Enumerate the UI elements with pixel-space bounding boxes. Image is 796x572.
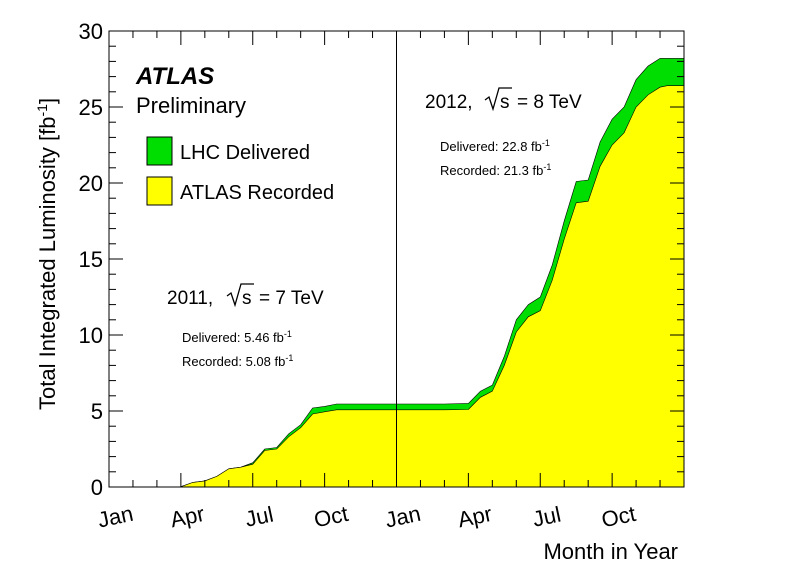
annotation-2011-delivered-text: Delivered: 5.46 fb (182, 330, 284, 345)
y-tick-label: 5 (91, 399, 103, 424)
x-axis-label: Month in Year (543, 539, 678, 564)
legend-label-recorded: ATLAS Recorded (180, 182, 334, 204)
y-tick-label: 10 (79, 323, 103, 348)
annotation-2012-delivered-text: Delivered: 22.8 fb (440, 139, 542, 154)
y-tick-label: 20 (79, 171, 103, 196)
annotation-2011-recorded-text: Recorded: 5.08 fb (182, 354, 285, 369)
annotation-2012-recorded: Recorded: 21.3 fb-1 (440, 162, 551, 178)
x-axis-ticks: Jan Apr Jul Oct Jan Apr Jul Oct (95, 31, 685, 533)
x-tick-label: Apr (455, 501, 494, 533)
legend-swatch-recorded (146, 176, 173, 206)
annotation-2011-delivered: Delivered: 5.46 fb-1 (182, 329, 292, 345)
annotation-2012-sqrt-s: s (500, 92, 510, 113)
atlas-logo: ATLAS (135, 63, 214, 90)
series-areas (109, 58, 685, 488)
sqrt-symbol-2011 (226, 283, 254, 308)
x-tick-label: Jul (243, 502, 276, 532)
x-tick-label: Jul (530, 502, 563, 532)
x-tick-label: Jan (95, 501, 135, 533)
sqrt-symbol-2012 (484, 87, 512, 112)
legend: LHC Delivered ATLAS Recorded (146, 136, 334, 206)
x-tick-label: Jan (383, 501, 423, 533)
y-axis-label-text: Total Integrated Luminosity [fb (35, 117, 60, 411)
annotation-2012-heading-pre: 2012, (425, 92, 473, 113)
legend-swatch-delivered (146, 136, 173, 166)
y-tick-label: 25 (79, 95, 103, 120)
annotation-2011-heading-post: = 7 TeV (259, 288, 324, 309)
annotation-2012-heading-post: = 8 TeV (517, 92, 582, 113)
annotation-2012-delivered-sup: -1 (542, 138, 550, 148)
y-tick-label: 30 (79, 19, 103, 44)
y-axis-label-sup: -1 (34, 104, 50, 117)
y-tick-label: 0 (91, 475, 103, 500)
annotation-2012-delivered: Delivered: 22.8 fb-1 (440, 138, 550, 154)
x-tick-label: Oct (312, 501, 351, 533)
annotation-2011-recorded: Recorded: 5.08 fb-1 (182, 353, 293, 369)
annotation-2011-sqrt-s: s (242, 288, 252, 309)
y-tick-label: 15 (79, 247, 103, 272)
y-axis-label: Total Integrated Luminosity [fb-1] (34, 98, 60, 410)
x-tick-label: Oct (599, 501, 638, 533)
annotation-2011-heading-pre: 2011, (167, 288, 213, 309)
annotation-2011-delivered-sup: -1 (284, 329, 292, 339)
y-axis-ticks: 0 5 10 15 20 25 30 (79, 19, 684, 500)
plot-frame (108, 30, 685, 488)
legend-label-delivered: LHC Delivered (180, 142, 310, 164)
annotation-2012: 2012, s = 8 TeV Delivered: 22.8 fb-1 Rec… (425, 87, 582, 178)
annotation-2011-recorded-sup: -1 (285, 353, 293, 363)
annotation-2011: 2011, s = 7 TeV Delivered: 5.46 fb-1 Rec… (167, 283, 324, 369)
annotation-2012-recorded-sup: -1 (543, 162, 551, 172)
annotation-2012-recorded-text: Recorded: 21.3 fb (440, 163, 543, 178)
series-area-recorded (109, 85, 685, 488)
atlas-logo-sub: Preliminary (136, 93, 246, 118)
y-axis-label-close: ] (35, 98, 60, 104)
x-tick-label: Apr (168, 501, 207, 533)
